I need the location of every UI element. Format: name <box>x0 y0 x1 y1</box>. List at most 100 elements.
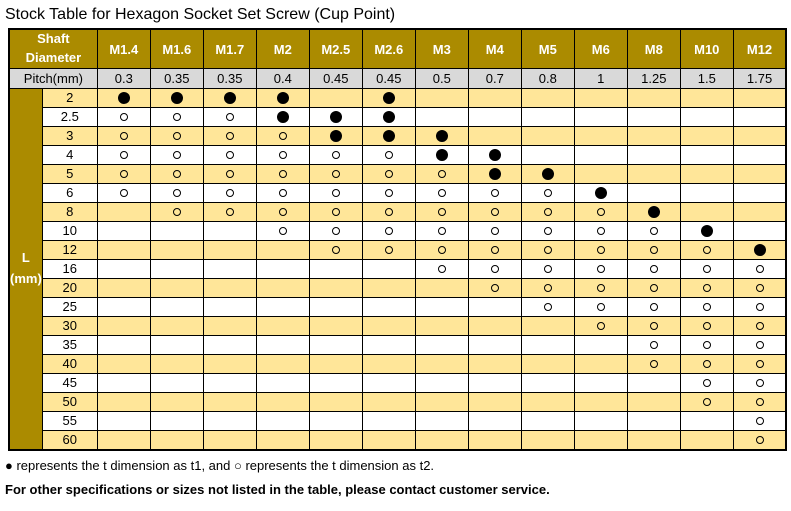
stock-cell-m8-l12 <box>626 239 681 260</box>
stock-cell-m10-l50 <box>679 391 734 412</box>
filled-circle-icon <box>488 167 501 180</box>
open-circle-icon <box>490 245 499 254</box>
stock-cell-m1.4-l60 <box>96 429 151 451</box>
stock-row-12: 12 <box>9 239 787 260</box>
open-circle-icon <box>172 112 181 121</box>
stock-cell-m3-l30 <box>414 315 469 336</box>
stock-cell-m2.6-l10 <box>361 220 416 241</box>
stock-cell-m1.7-l10 <box>202 220 257 241</box>
stock-cell-m1.4-l12 <box>96 239 151 260</box>
open-circle-icon <box>596 321 605 330</box>
stock-cell-m6-l40 <box>573 353 628 374</box>
stock-cell-m2.6-l6 <box>361 182 416 203</box>
open-circle-icon <box>384 150 393 159</box>
stock-cell-m2.6-l8 <box>361 201 416 222</box>
open-circle-icon <box>331 169 340 178</box>
open-circle-icon <box>278 169 287 178</box>
stock-cell-m5-l6 <box>520 182 575 203</box>
open-circle-icon <box>702 359 711 368</box>
open-circle-icon <box>490 207 499 216</box>
stock-row-2: L (mm) 2 <box>8 87 787 451</box>
stock-cell-m8-l5 <box>626 163 681 184</box>
row-label-50: 50 <box>41 391 98 412</box>
open-circle-icon <box>755 397 764 406</box>
open-circle-icon <box>543 226 552 235</box>
column-header-m5: M5 <box>520 28 575 69</box>
open-circle-icon <box>702 283 711 292</box>
stock-cell-m12-l20 <box>732 277 787 298</box>
stock-cell-m10-l25 <box>679 296 734 317</box>
open-circle-icon <box>649 321 658 330</box>
stock-cell-m2.5-l40 <box>308 353 363 374</box>
row-label-55: 55 <box>41 410 98 431</box>
stock-cell-m12-l50 <box>732 391 787 412</box>
stock-row-8: 8 <box>9 201 787 222</box>
pitch-value-m10: 1.5 <box>679 67 734 89</box>
column-header-m1.6: M1.6 <box>149 28 204 69</box>
stock-cell-m2.6-l50 <box>361 391 416 412</box>
column-header-m3: M3 <box>414 28 469 69</box>
stock-cell-m2.6-l16 <box>361 258 416 279</box>
stock-cell-m1.7-l55 <box>202 410 257 431</box>
stock-cell-m1.4-l55 <box>96 410 151 431</box>
pitch-row-label: Pitch(mm) <box>8 67 98 89</box>
corner-header-line2: Diameter <box>25 50 82 66</box>
stock-cell-m1.7-l6 <box>202 182 257 203</box>
stock-cell-m8-l2 <box>626 87 681 108</box>
stock-cell-m2-l60 <box>255 429 310 451</box>
stock-cell-m1.7-l2.5 <box>202 106 257 127</box>
filled-circle-icon <box>223 91 236 104</box>
row-label-45: 45 <box>41 372 98 393</box>
open-circle-icon <box>596 245 605 254</box>
filled-circle-icon <box>435 129 448 142</box>
stock-cell-m5-l5 <box>520 163 575 184</box>
row-label-12: 12 <box>41 239 98 260</box>
filled-circle-icon <box>435 148 448 161</box>
stock-cell-m10-l45 <box>679 372 734 393</box>
row-label-16: 16 <box>41 258 98 279</box>
stock-cell-m5-l30 <box>520 315 575 336</box>
stock-cell-m1.4-l6 <box>96 182 151 203</box>
stock-cell-m1.4-l30 <box>96 315 151 336</box>
stock-cell-m3-l4 <box>414 144 469 165</box>
open-circle-icon <box>278 150 287 159</box>
open-circle-icon <box>543 283 552 292</box>
filled-circle-icon <box>382 91 395 104</box>
open-circle-icon <box>649 302 658 311</box>
stock-row-60: 60 <box>9 429 787 451</box>
stock-cell-m5-l20 <box>520 277 575 298</box>
stock-cell-m2.6-l12 <box>361 239 416 260</box>
stock-cell-m10-l6 <box>679 182 734 203</box>
stock-cell-m1.4-l4 <box>96 144 151 165</box>
stock-cell-m1.7-l16 <box>202 258 257 279</box>
open-circle-icon <box>702 378 711 387</box>
stock-cell-m2.5-l5 <box>308 163 363 184</box>
column-header-m2: M2 <box>255 28 310 69</box>
stock-cell-m2.5-l20 <box>308 277 363 298</box>
corner-header-line1: Shaft <box>37 31 70 47</box>
open-circle-icon <box>384 207 393 216</box>
stock-cell-m12-l3 <box>732 125 787 146</box>
stock-row-40: 40 <box>9 353 787 374</box>
stock-cell-m2-l20 <box>255 277 310 298</box>
stock-cell-m2.5-l25 <box>308 296 363 317</box>
open-circle-icon <box>437 188 446 197</box>
stock-cell-m12-l10 <box>732 220 787 241</box>
stock-table: Shaft Diameter M1.4 M1.6 M1.7 M2 M2.5 M2.6 M3 M… <box>8 28 788 451</box>
open-circle-icon <box>172 188 181 197</box>
row-label-20: 20 <box>41 277 98 298</box>
open-circle-icon <box>702 245 711 254</box>
row-label-40: 40 <box>41 353 98 374</box>
stock-cell-m5-l12 <box>520 239 575 260</box>
open-circle-icon <box>490 188 499 197</box>
stock-cell-m1.7-l3 <box>202 125 257 146</box>
stock-cell-m2.6-l25 <box>361 296 416 317</box>
filled-circle-icon <box>594 186 607 199</box>
stock-cell-m2.6-l3 <box>361 125 416 146</box>
stock-cell-m6-l2 <box>573 87 628 108</box>
open-circle-icon <box>702 397 711 406</box>
stock-cell-m1.6-l10 <box>149 220 204 241</box>
open-circle-icon <box>649 283 658 292</box>
open-circle-icon <box>596 207 605 216</box>
pitch-value-m3: 0.5 <box>414 67 469 89</box>
